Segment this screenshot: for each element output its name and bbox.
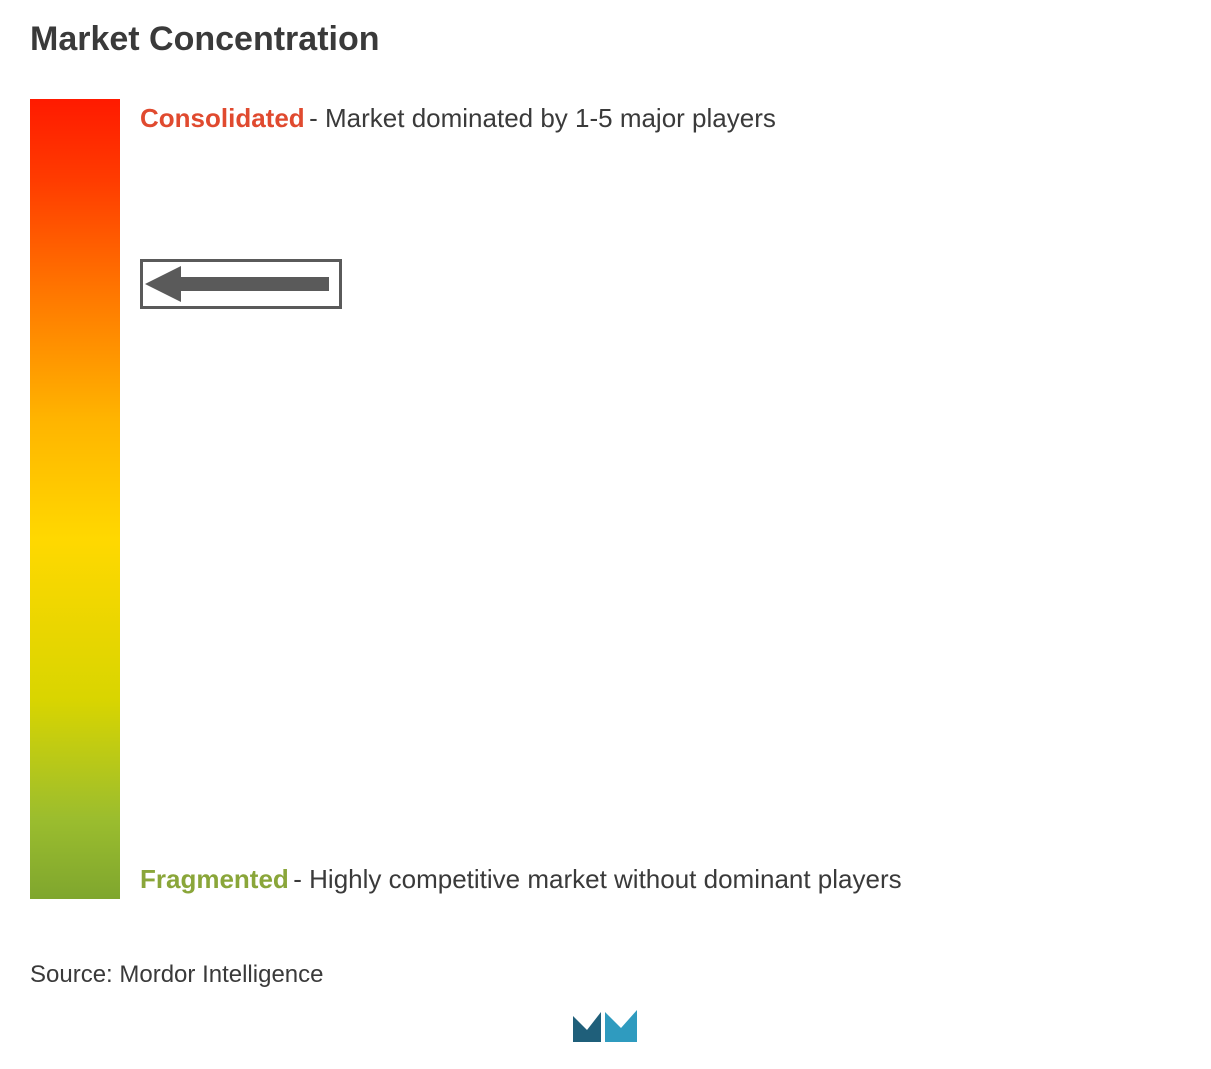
source-attribution: Source: Mordor Intelligence xyxy=(30,961,323,989)
logo-icon xyxy=(571,1004,641,1044)
concentration-gradient-bar xyxy=(30,99,120,899)
mordor-logo xyxy=(571,1004,641,1049)
consolidated-row: Consolidated - Market dominated by 1-5 m… xyxy=(140,99,1181,138)
fragmented-desc-text: - Highly competitive market without domi… xyxy=(293,864,901,894)
pointer-arrow xyxy=(140,259,342,309)
main-area: Consolidated - Market dominated by 1-5 m… xyxy=(30,99,1181,899)
consolidated-label: Consolidated xyxy=(140,103,305,133)
labels-column: Consolidated - Market dominated by 1-5 m… xyxy=(140,99,1181,899)
pointer-row xyxy=(140,259,1181,309)
chart-title: Market Concentration xyxy=(30,20,1181,59)
fragmented-row: Fragmented - Highly competitive market w… xyxy=(140,860,1181,899)
fragmented-label: Fragmented xyxy=(140,864,289,894)
consolidated-desc: - Market dominated by 1-5 major players xyxy=(309,103,776,133)
arrow-left-icon xyxy=(145,266,181,302)
arrow-stem xyxy=(179,277,329,291)
